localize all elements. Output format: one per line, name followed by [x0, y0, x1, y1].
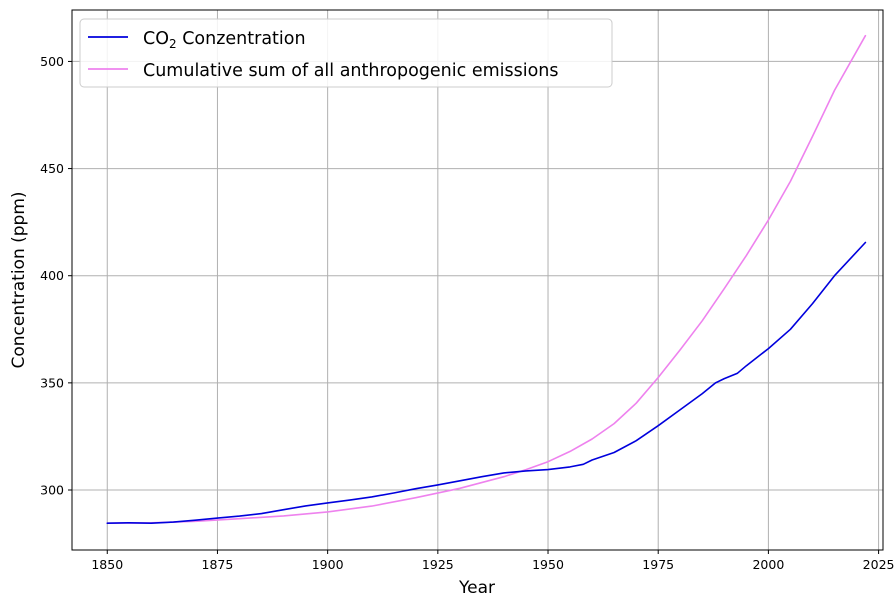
y-tick-label: 300 [40, 483, 64, 498]
legend-label-co2: CO2 Conzentration [143, 29, 306, 51]
x-tick-label: 1925 [422, 557, 454, 572]
x-tick-label: 1900 [312, 557, 344, 572]
y-tick-label: 350 [40, 375, 64, 390]
plot-frame [71, 9, 884, 551]
x-tick-label: 2025 [863, 557, 894, 572]
y-tick-label: 450 [40, 161, 64, 176]
x-tick-label: 1950 [532, 557, 564, 572]
legend: CO2 Conzentration Cumulative sum of all … [79, 18, 613, 88]
x-axis-label: Year [458, 578, 495, 598]
series-line-co2 [106, 241, 867, 525]
y-tick-label: 500 [40, 54, 64, 69]
series-line-emissions [106, 34, 867, 525]
legend-box [79, 18, 613, 88]
x-tick-label: 2000 [752, 557, 784, 572]
y-axis-label: Concentration (ppm) [9, 191, 29, 368]
x-tick-label: 1975 [642, 557, 674, 572]
x-tick-label: 1875 [202, 557, 234, 572]
x-tick-label: 1850 [91, 557, 123, 572]
y-tick-label: 400 [40, 268, 64, 283]
legend-label-emissions: Cumulative sum of all anthropogenic emis… [143, 61, 559, 81]
